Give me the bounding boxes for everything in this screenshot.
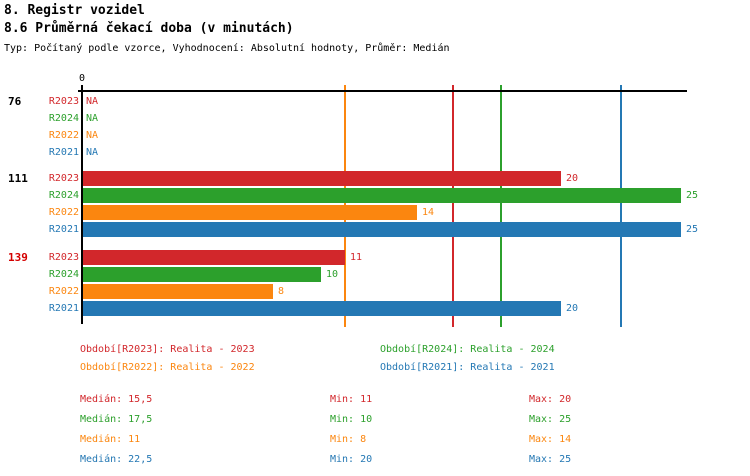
median-line-r2024 — [500, 85, 502, 327]
series-label-r2022: R2022 — [48, 286, 79, 297]
na-value-label: NA — [86, 130, 99, 141]
series-label-r2021: R2021 — [48, 224, 79, 235]
bar-r2023 — [83, 250, 345, 265]
bar-value-label: 20 — [566, 173, 579, 184]
bar-value-label: 25 — [686, 224, 699, 235]
axis-origin-label: 0 — [78, 73, 86, 84]
bar-value-label: 20 — [566, 303, 579, 314]
stat-median-r2024: Medián: 17,5 — [80, 414, 153, 425]
stat-median-r2023: Medián: 15,5 — [80, 394, 153, 405]
y-axis-line — [81, 85, 83, 324]
page-title: 8. Registr vozidel — [4, 3, 145, 18]
bar-value-label: 8 — [278, 286, 285, 297]
bar-value-label: 14 — [422, 207, 435, 218]
stat-max-r2023: Max: 20 — [529, 394, 572, 405]
bar-r2021 — [83, 301, 561, 316]
chart-meta: Typ: Počítaný podle vzorce, Vyhodnocení:… — [4, 43, 450, 54]
legend-item-r2023: Období[R2023]: Realita - 2023 — [80, 344, 255, 355]
median-line-r2021 — [620, 85, 622, 327]
series-label-r2021: R2021 — [48, 147, 79, 158]
legend-item-r2024: Období[R2024]: Realita - 2024 — [380, 344, 555, 355]
group-label-76: 76 — [8, 95, 22, 108]
na-value-label: NA — [86, 96, 99, 107]
series-label-r2023: R2023 — [48, 252, 79, 263]
group-label-139: 139 — [8, 251, 28, 264]
x-axis-line — [78, 90, 687, 92]
bar-chart: 0 76 R2023 NA R2024 NA R2022 NA R2021 NA 111 R2023 2… — [8, 73, 699, 327]
series-label-r2023: R2023 — [48, 173, 79, 184]
stat-median-r2021: Medián: 22,5 — [80, 454, 153, 465]
chart-title: 8.6 Průměrná čekací doba (v minutách) — [4, 21, 294, 36]
legend-item-r2021: Období[R2021]: Realita - 2021 — [380, 362, 555, 373]
stat-min-r2023: Min: 11 — [330, 394, 373, 405]
series-label-r2023: R2023 — [48, 96, 79, 107]
bar-r2023 — [83, 171, 561, 186]
stat-min-r2022: Min: 8 — [330, 434, 367, 445]
stat-max-r2022: Max: 14 — [529, 434, 572, 445]
group-label-111: 111 — [8, 172, 28, 185]
stat-max-r2021: Max: 25 — [529, 454, 572, 465]
bar-value-label: 25 — [686, 190, 699, 201]
stat-median-r2022: Medián: 11 — [80, 434, 141, 445]
bar-r2024 — [83, 188, 681, 203]
bar-r2021 — [83, 222, 681, 237]
series-label-r2022: R2022 — [48, 130, 79, 141]
series-label-r2024: R2024 — [48, 190, 79, 201]
bar-r2022 — [83, 284, 273, 299]
bar-r2022 — [83, 205, 417, 220]
na-value-label: NA — [86, 147, 99, 158]
series-label-r2022: R2022 — [48, 207, 79, 218]
stat-min-r2021: Min: 20 — [330, 454, 373, 465]
legend-item-r2022: Období[R2022]: Realita - 2022 — [80, 362, 255, 373]
series-label-r2024: R2024 — [48, 113, 79, 124]
bar-value-label: 11 — [350, 252, 363, 263]
series-label-r2021: R2021 — [48, 303, 79, 314]
bar-r2024 — [83, 267, 321, 282]
series-label-r2024: R2024 — [48, 269, 79, 280]
na-value-label: NA — [86, 113, 99, 124]
median-line-r2023 — [452, 85, 454, 327]
stat-min-r2024: Min: 10 — [330, 414, 373, 425]
stat-max-r2024: Max: 25 — [529, 414, 572, 425]
bar-value-label: 10 — [326, 269, 339, 280]
